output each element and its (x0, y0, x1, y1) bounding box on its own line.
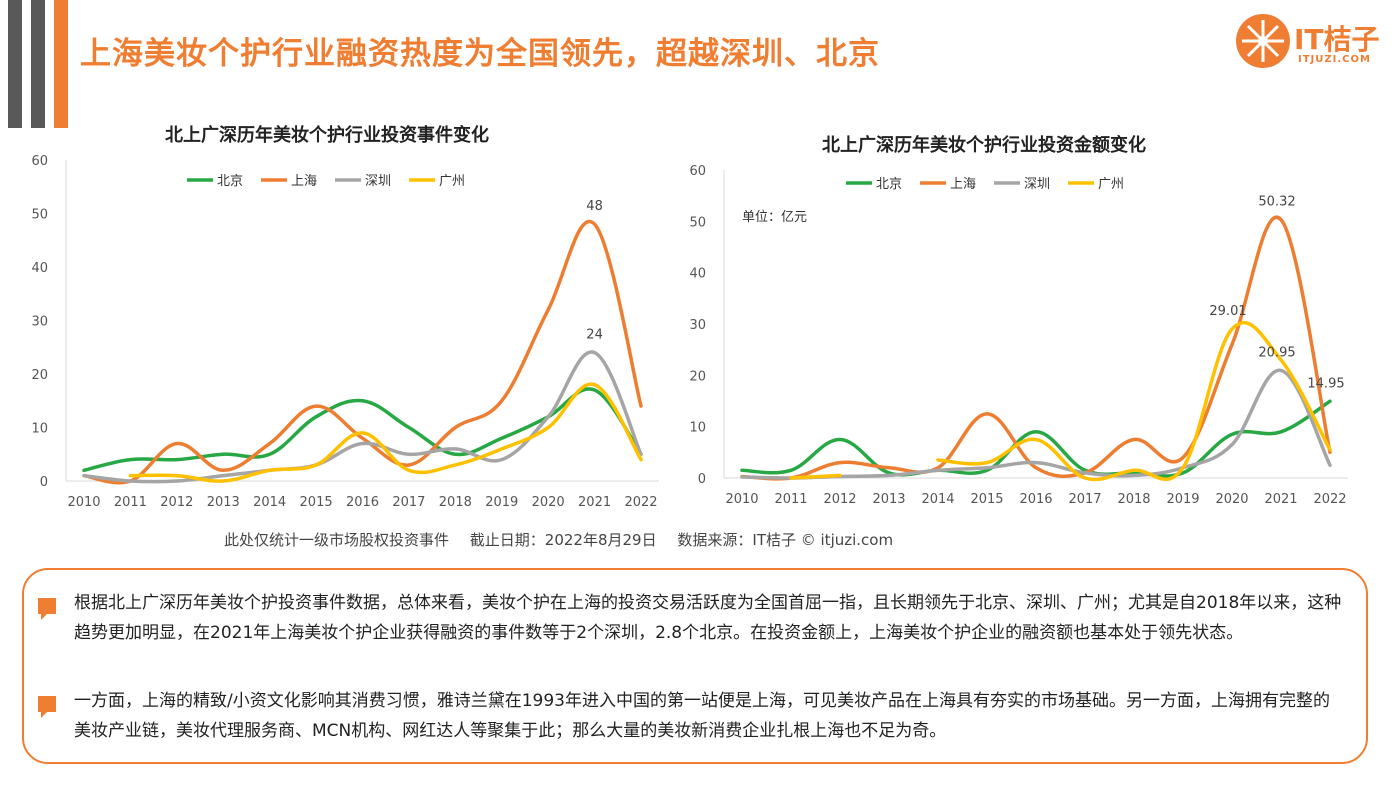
summary-box: 根据北上广深历年美妆个护投资事件数据，总体来看，美妆个护在上海的投资交易活跃度为… (22, 568, 1368, 764)
orange-logo-icon (1236, 14, 1290, 68)
x-tick-label: 2015 (970, 492, 1003, 507)
y-tick-label: 30 (31, 315, 48, 330)
series-line-深圳 (740, 368, 1332, 480)
legend-label: 深圳 (365, 174, 391, 189)
series-line-北京 (740, 399, 1332, 478)
footnote-date: 截止日期：2022年8月29日 (469, 531, 657, 549)
legend-label: 北京 (876, 177, 902, 192)
x-tick-label: 2020 (1215, 492, 1248, 507)
x-tick-label: 2021 (1264, 492, 1297, 507)
chart-title-amount: 北上广深历年美妆个护行业投资金额变化 (822, 135, 1146, 156)
y-tick-label: 60 (31, 154, 48, 169)
decor-bar-gray-2 (31, 0, 45, 128)
y-tick-label: 40 (689, 267, 706, 282)
series-line-广州 (789, 321, 1332, 482)
x-tick-label: 2014 (253, 495, 286, 510)
page-title: 上海美妆个护行业融资热度为全国领先，超越深圳、北京 (80, 36, 880, 72)
x-tick-label: 2010 (67, 495, 100, 510)
x-tick-label: 2017 (392, 495, 425, 510)
decor-bar-orange (54, 0, 68, 128)
x-tick-label: 2017 (1068, 492, 1101, 507)
y-tick-label: 10 (689, 421, 706, 436)
y-tick-label: 20 (689, 369, 706, 384)
legend-label: 上海 (291, 174, 317, 189)
decor-bar-gray-1 (8, 0, 22, 128)
legend-label: 北京 (217, 174, 243, 189)
data-label: 29.01 (1209, 304, 1246, 319)
x-tick-label: 2018 (439, 495, 472, 510)
x-tick-label: 2018 (1117, 492, 1150, 507)
x-tick-label: 2019 (1166, 492, 1199, 507)
x-tick-label: 2016 (346, 495, 379, 510)
y-tick-label: 10 (31, 422, 48, 437)
legend-label: 上海 (950, 177, 976, 192)
unit-label: 单位：亿元 (742, 210, 808, 225)
data-label: 48 (586, 199, 603, 214)
series-line-上海 (82, 219, 643, 485)
x-tick-label: 2013 (872, 492, 905, 507)
logo: IT桔子 ITJUZI.COM (1236, 12, 1386, 70)
data-label: 14.95 (1307, 376, 1344, 391)
x-tick-label: 2019 (485, 495, 518, 510)
y-tick-label: 0 (40, 475, 48, 490)
chart-title-events: 北上广深历年美妆个护行业投资事件变化 (165, 125, 489, 146)
x-tick-label: 2013 (207, 495, 240, 510)
y-tick-label: 40 (31, 261, 48, 276)
y-tick-label: 60 (689, 164, 706, 179)
y-tick-label: 50 (31, 208, 48, 223)
speech-bubble-icon (38, 598, 56, 620)
data-label: 20.95 (1258, 345, 1295, 360)
legend-label: 广州 (1098, 177, 1124, 192)
x-tick-label: 2011 (114, 495, 147, 510)
footnote: 此处仅统计一级市场股权投资事件 截止日期：2022年8月29日 数据来源：IT桔… (224, 529, 909, 550)
logo-text: IT桔子 (1294, 23, 1380, 56)
x-tick-label: 2016 (1019, 492, 1052, 507)
series-line-北京 (82, 387, 643, 473)
x-tick-label: 2022 (1313, 492, 1346, 507)
footnote-scope: 此处仅统计一级市场股权投资事件 (224, 531, 450, 549)
series-line-深圳 (82, 350, 643, 484)
y-tick-label: 50 (689, 215, 706, 230)
speech-bubble-icon (38, 696, 56, 718)
summary-paragraph-2: 一方面，上海的精致/小资文化影响其消费习惯，雅诗兰黛在1993年进入中国的第一站… (74, 691, 1330, 741)
y-tick-label: 0 (698, 472, 706, 487)
data-label: 24 (586, 328, 603, 343)
y-tick-label: 20 (31, 368, 48, 383)
footnote-source: 数据来源：IT桔子 © itjuzi.com (677, 531, 894, 549)
x-tick-label: 2012 (160, 495, 193, 510)
x-tick-label: 2015 (300, 495, 333, 510)
legend-label: 深圳 (1024, 177, 1050, 192)
x-tick-label: 2011 (774, 492, 807, 507)
logo-subtext: ITJUZI.COM (1298, 54, 1371, 65)
series-line-广州 (128, 382, 643, 483)
data-label: 50.32 (1258, 195, 1295, 210)
x-tick-label: 2014 (921, 492, 954, 507)
x-tick-label: 2012 (823, 492, 856, 507)
legend-label: 广州 (439, 174, 465, 189)
x-tick-label: 2021 (578, 495, 611, 510)
x-tick-label: 2020 (532, 495, 565, 510)
x-tick-label: 2010 (725, 492, 758, 507)
y-tick-label: 30 (689, 318, 706, 333)
x-tick-label: 2022 (624, 495, 657, 510)
summary-paragraph-1: 根据北上广深历年美妆个护投资事件数据，总体来看，美妆个护在上海的投资交易活跃度为… (74, 593, 1342, 643)
